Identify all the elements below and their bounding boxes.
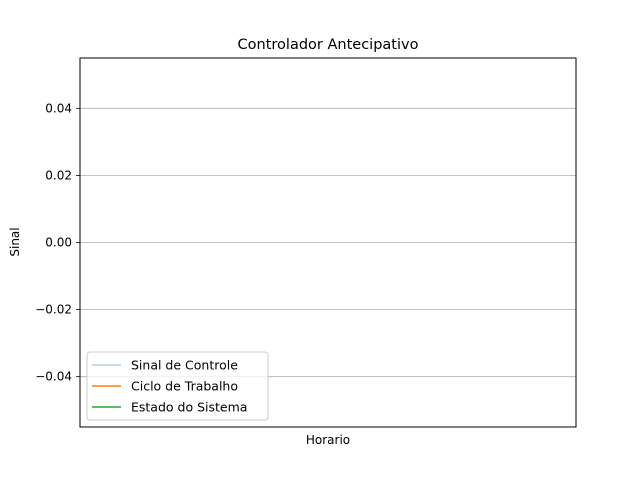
y-axis-ticks: −0.04 −0.02 0.00 0.02 0.04 [35, 101, 80, 384]
y-tick-label: 0.00 [45, 236, 72, 250]
legend-entry: Sinal de Controle [131, 358, 238, 373]
y-tick-label: 0.04 [45, 101, 72, 115]
y-tick-label: −0.02 [35, 303, 72, 317]
chart-title: Controlador Antecipativo [238, 37, 419, 53]
legend-entry: Estado do Sistema [131, 400, 247, 415]
legend: Sinal de Controle Ciclo de Trabalho Estado… [86, 351, 269, 421]
legend-box [86, 351, 269, 421]
y-tick-label: −0.04 [35, 370, 72, 384]
x-axis-label: Horario [306, 433, 350, 447]
y-tick-label: 0.02 [45, 168, 72, 182]
grid-lines [80, 107, 576, 378]
y-axis-label: Sinal [8, 227, 22, 256]
legend-entry: Ciclo de Trabalho [131, 379, 238, 394]
